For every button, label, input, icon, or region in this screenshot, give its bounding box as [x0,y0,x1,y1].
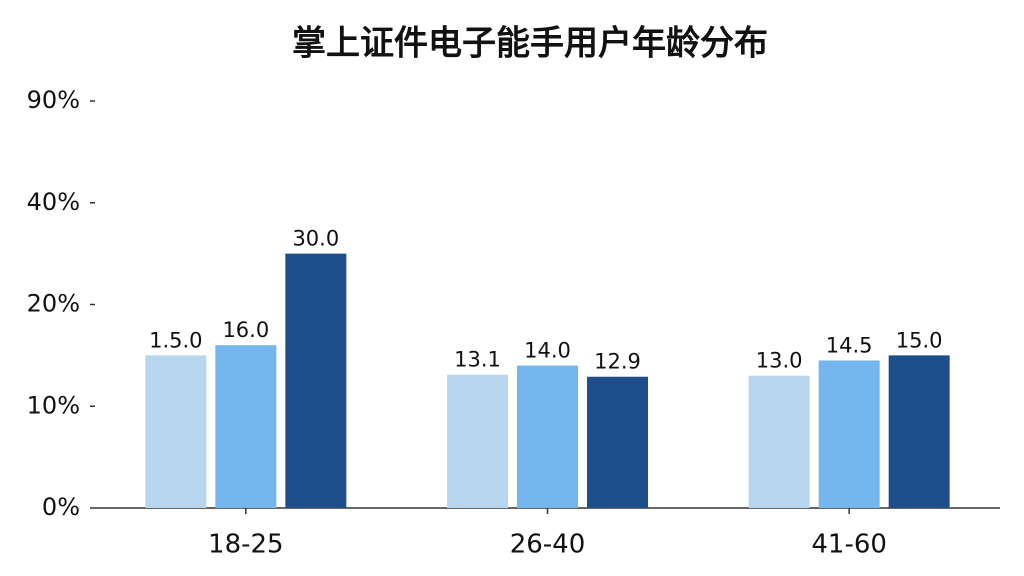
y-tick-label: 20% [27,290,80,318]
bar [517,365,578,508]
value-label: 16.0 [222,318,269,342]
x-tick-label: 41-60 [811,530,887,560]
bar [145,355,207,508]
bar [587,376,648,508]
value-label: 13.1 [454,348,501,372]
value-label: 30.0 [292,227,339,251]
bar [888,355,950,508]
x-tick-label: 18-25 [208,530,284,560]
value-label: 12.9 [594,350,641,374]
bar [748,375,810,508]
x-tick-label: 26-40 [510,530,586,560]
bar [447,374,508,508]
chart-title: 掌上证件电子能手用户年龄分布 [292,24,768,64]
bar [215,345,277,508]
y-tick-label: 90% [27,86,80,114]
value-label: 1.5.0 [149,328,202,352]
bar [285,253,347,508]
value-label: 15.0 [896,328,943,352]
value-label: 14.0 [524,339,571,363]
y-tick-label: 40% [27,188,80,216]
y-tick-label: 0% [42,493,80,521]
value-label: 14.5 [826,333,873,357]
y-tick-label: 10% [27,391,80,419]
value-label: 13.0 [756,349,803,373]
bar [818,360,880,508]
